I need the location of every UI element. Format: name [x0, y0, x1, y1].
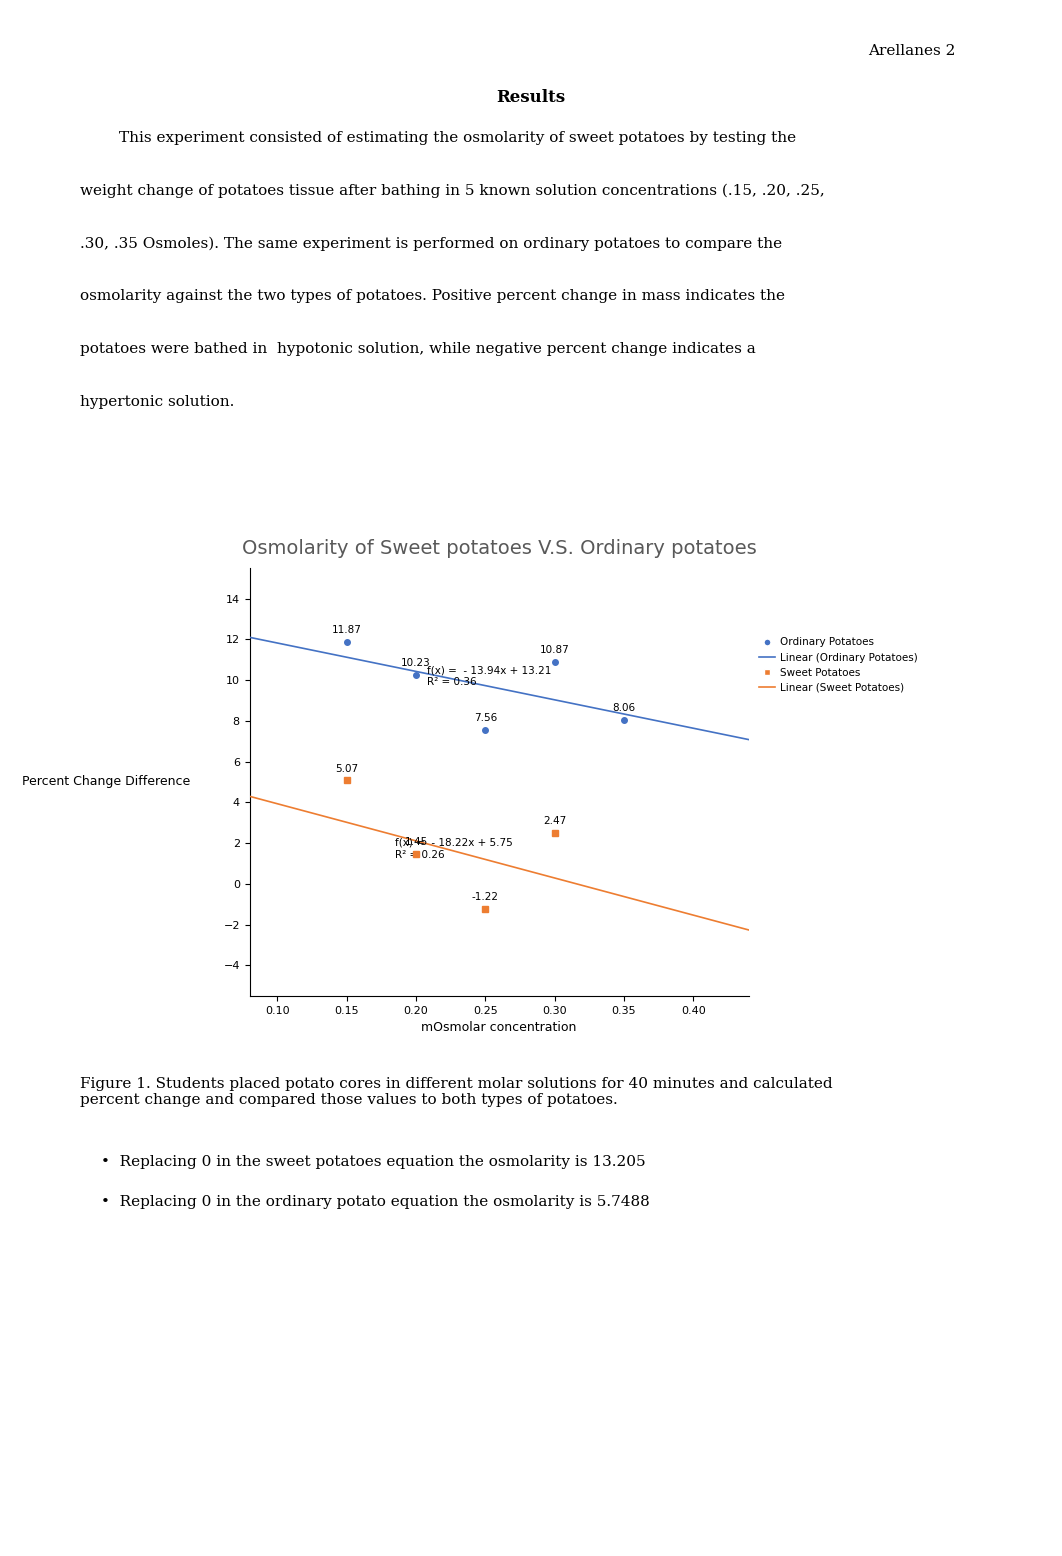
Text: weight change of potatoes tissue after bathing in 5 known solution concentration: weight change of potatoes tissue after b… — [80, 184, 824, 198]
Title: Osmolarity of Sweet potatoes V.S. Ordinary potatoes: Osmolarity of Sweet potatoes V.S. Ordina… — [242, 538, 756, 559]
Text: 10.23: 10.23 — [401, 658, 431, 669]
Text: 8.06: 8.06 — [613, 703, 635, 713]
Text: osmolarity against the two types of potatoes. Positive percent change in mass in: osmolarity against the two types of pota… — [80, 289, 785, 303]
Text: 1.45: 1.45 — [405, 837, 428, 848]
Text: Figure 1. Students placed potato cores in different molar solutions for 40 minut: Figure 1. Students placed potato cores i… — [80, 1077, 833, 1106]
Text: 2.47: 2.47 — [543, 817, 566, 826]
Text: Arellanes 2: Arellanes 2 — [869, 44, 956, 58]
Legend: Ordinary Potatoes, Linear (Ordinary Potatoes), Sweet Potatoes, Linear (Sweet Pot: Ordinary Potatoes, Linear (Ordinary Pota… — [759, 638, 918, 692]
Text: .30, .35 Osmoles). The same experiment is performed on ordinary potatoes to comp: .30, .35 Osmoles). The same experiment i… — [80, 237, 782, 251]
Text: 10.87: 10.87 — [539, 646, 569, 655]
Text: hypertonic solution.: hypertonic solution. — [80, 395, 234, 409]
X-axis label: mOsmolar concentration: mOsmolar concentration — [422, 1021, 577, 1035]
Text: This experiment consisted of estimating the osmolarity of sweet potatoes by test: This experiment consisted of estimating … — [80, 131, 795, 145]
Text: 11.87: 11.87 — [331, 626, 361, 635]
Text: -1.22: -1.22 — [472, 892, 499, 901]
Text: Results: Results — [496, 89, 566, 106]
Text: 5.07: 5.07 — [336, 764, 358, 773]
Text: •  Replacing 0 in the ordinary potato equation the osmolarity is 5.7488: • Replacing 0 in the ordinary potato equ… — [101, 1195, 650, 1209]
Text: 7.56: 7.56 — [474, 713, 497, 724]
Text: f(x) =  - 13.94x + 13.21
R² = 0.36: f(x) = - 13.94x + 13.21 R² = 0.36 — [427, 666, 551, 688]
Text: Percent Change Difference: Percent Change Difference — [22, 775, 190, 787]
Text: f(x) =  - 18.22x + 5.75
R² = 0.26: f(x) = - 18.22x + 5.75 R² = 0.26 — [395, 839, 513, 859]
Text: potatoes were bathed in  hypotonic solution, while negative percent change indic: potatoes were bathed in hypotonic soluti… — [80, 342, 755, 356]
Text: •  Replacing 0 in the sweet potatoes equation the osmolarity is 13.205: • Replacing 0 in the sweet potatoes equa… — [101, 1155, 646, 1169]
